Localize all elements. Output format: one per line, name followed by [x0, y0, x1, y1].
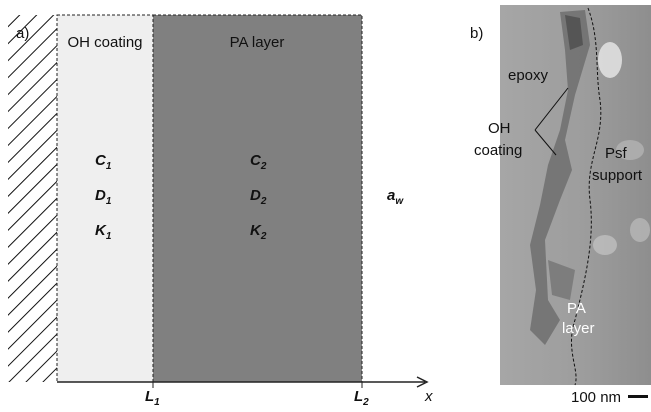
axis-label: x	[424, 388, 433, 405]
symbol-base: K	[250, 222, 262, 239]
annotation: Psf	[605, 145, 628, 162]
pa-layer-region	[152, 14, 363, 383]
symbol-subscript: 1	[154, 397, 160, 407]
scale-bar-label: 100 nm	[571, 389, 621, 406]
symbol-subscript: 2	[362, 397, 369, 407]
scale-bar	[628, 395, 648, 398]
symbol-base: C	[95, 152, 107, 169]
annotation: coating	[474, 142, 522, 159]
axis-arrow	[416, 376, 429, 388]
region-label: OH coating	[67, 34, 142, 51]
symbol-subscript: 1	[106, 196, 112, 207]
parameter-symbol: C2	[250, 152, 267, 172]
parameter-symbol: D1	[95, 187, 112, 207]
annotation: OH	[488, 120, 511, 137]
symbol-subscript: 2	[260, 161, 267, 172]
symbol-subscript: 2	[260, 231, 267, 242]
symbol-base: K	[95, 222, 107, 239]
annotation: layer	[562, 320, 595, 337]
parameter-symbol: K1	[95, 222, 112, 242]
symbol-subscript: w	[395, 196, 404, 207]
micrograph	[500, 5, 651, 386]
annotation: epoxy	[508, 67, 549, 84]
annotation: support	[592, 167, 643, 184]
symbol-base: C	[250, 152, 262, 169]
water-activity: aw	[387, 187, 404, 207]
symbol-base: D	[95, 187, 106, 204]
oh-coating-region	[56, 14, 154, 383]
symbol-base: a	[387, 187, 395, 204]
symbol-base: L	[354, 388, 363, 405]
tick-label: L2	[354, 388, 369, 407]
tick-label: L1	[145, 388, 160, 407]
panel-label: a)	[16, 25, 29, 42]
symbol-base: L	[145, 388, 154, 405]
wall-hatch	[8, 15, 57, 382]
parameter-symbol: C1	[95, 152, 112, 172]
symbol-subscript: 2	[260, 196, 267, 207]
symbol-base: D	[250, 187, 261, 204]
symbol-subscript: 1	[106, 161, 112, 172]
parameter-symbol: D2	[250, 187, 267, 207]
annotation: PA	[567, 300, 586, 317]
region-label: PA layer	[230, 34, 285, 51]
parameter-symbol: K2	[250, 222, 267, 242]
symbol-subscript: 1	[106, 231, 112, 242]
panel-label: b)	[470, 25, 483, 42]
